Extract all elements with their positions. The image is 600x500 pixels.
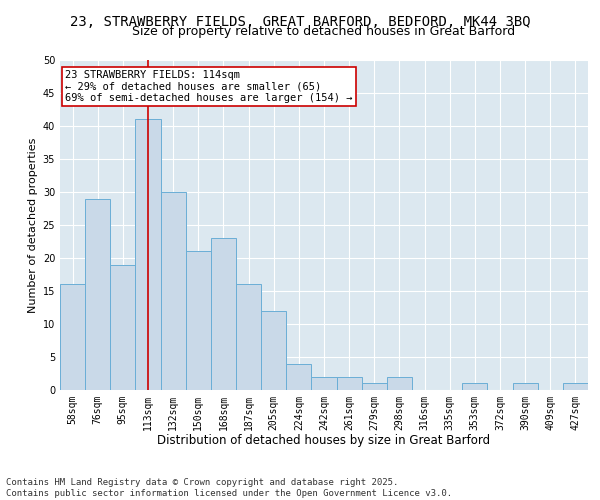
Bar	[337, 377, 362, 390]
Bar	[136, 120, 161, 390]
Bar	[186, 252, 211, 390]
Bar	[362, 384, 387, 390]
Title: Size of property relative to detached houses in Great Barford: Size of property relative to detached ho…	[133, 25, 515, 38]
Bar	[85, 198, 110, 390]
Bar	[286, 364, 311, 390]
Bar	[512, 384, 538, 390]
Bar	[60, 284, 85, 390]
Bar	[211, 238, 236, 390]
Bar	[110, 264, 136, 390]
Bar	[462, 384, 487, 390]
X-axis label: Distribution of detached houses by size in Great Barford: Distribution of detached houses by size …	[157, 434, 491, 448]
Y-axis label: Number of detached properties: Number of detached properties	[28, 138, 38, 312]
Text: 23 STRAWBERRY FIELDS: 114sqm
← 29% of detached houses are smaller (65)
69% of se: 23 STRAWBERRY FIELDS: 114sqm ← 29% of de…	[65, 70, 353, 103]
Text: 23, STRAWBERRY FIELDS, GREAT BARFORD, BEDFORD, MK44 3BQ: 23, STRAWBERRY FIELDS, GREAT BARFORD, BE…	[70, 15, 530, 29]
Text: Contains HM Land Registry data © Crown copyright and database right 2025.
Contai: Contains HM Land Registry data © Crown c…	[6, 478, 452, 498]
Bar	[161, 192, 186, 390]
Bar	[236, 284, 261, 390]
Bar	[563, 384, 588, 390]
Bar	[387, 377, 412, 390]
Bar	[261, 311, 286, 390]
Bar	[311, 377, 337, 390]
